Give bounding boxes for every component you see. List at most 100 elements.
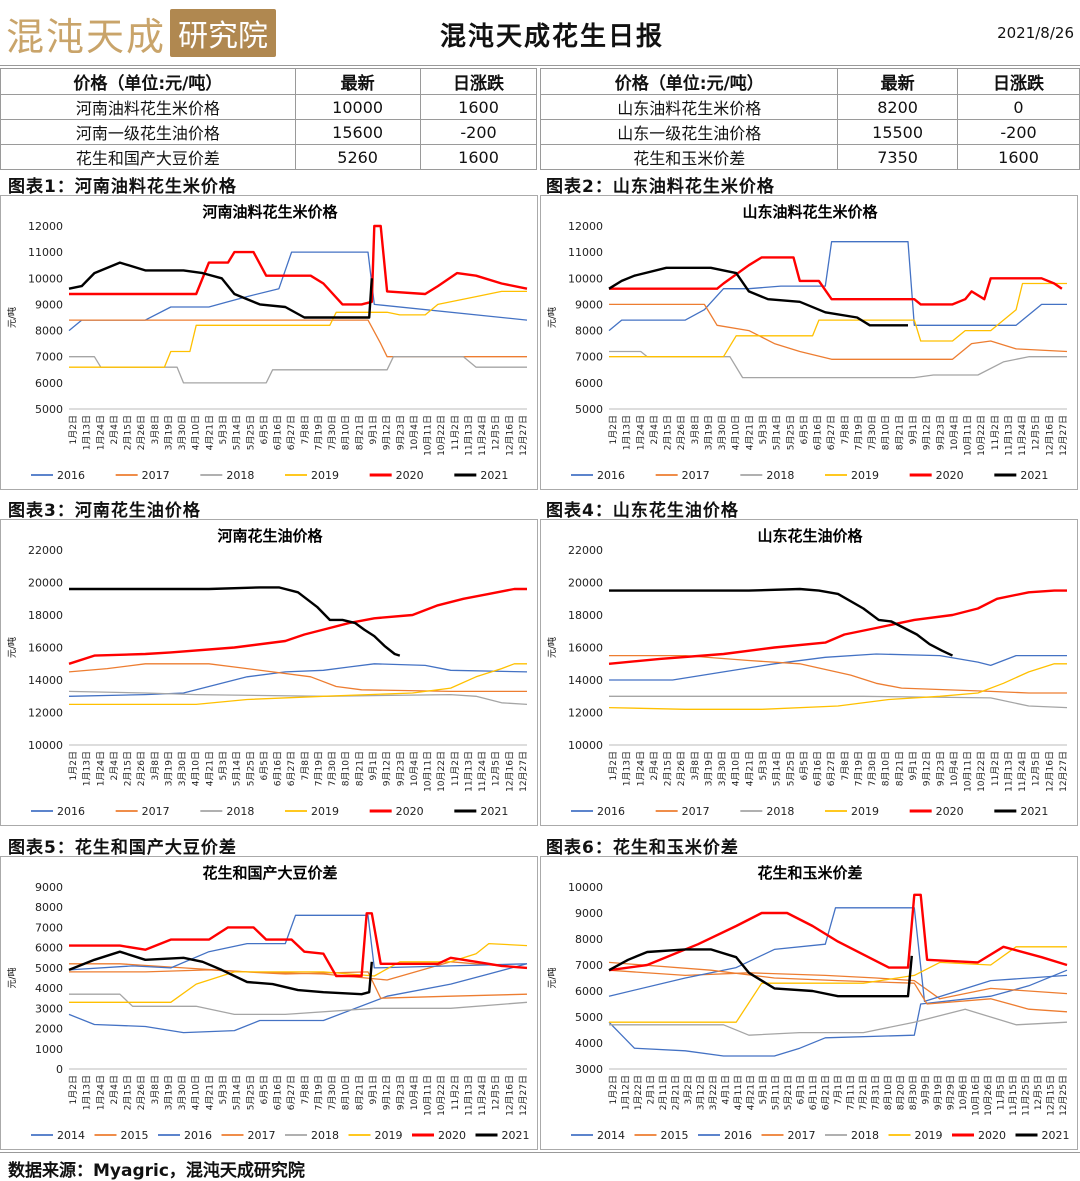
y-axis-label: 元/吨 [546,967,558,988]
legend-entry: 2015 [121,1129,149,1142]
legend-entry: 2014 [597,1129,625,1142]
x-tick-label: 7月19日 [853,751,864,786]
x-tick-label: 6月5日 [259,1075,270,1104]
x-tick-label: 9月1日 [908,415,919,444]
x-tick-label: 7月30日 [867,751,878,786]
x-tick-label: 12月25日 [1058,1075,1069,1116]
series-line-2017 [68,663,527,693]
x-tick-label: 6月27日 [286,415,297,450]
table-cell: 花生和玉米价差 [540,144,839,170]
x-tick-label: 5月3日 [758,415,769,444]
x-tick-label: 7月1日 [833,1075,844,1104]
x-tick-label: 10月11日 [963,415,974,456]
table-cell: 8200 [837,94,959,120]
x-tick-label: 9月23日 [935,751,946,786]
table-row: 河南一级花生油价格 15600 -200 山东一级花生油价格 15500 -20… [0,119,1080,145]
panel-title-4: 图表4：山东花生油价格 [546,501,739,521]
x-tick-label: 1月24日 [635,751,646,786]
x-tick-label: 12月27日 [1058,751,1069,792]
y-tick-label: 6000 [575,377,603,390]
y-tick-label: 6000 [35,942,63,955]
x-tick-label: 12月27日 [518,415,529,456]
x-tick-label: 6月16日 [273,1075,284,1110]
y-tick-label: 18000 [28,609,63,622]
legend-entry: 2016 [57,805,85,818]
x-tick-label: 5月25日 [245,751,256,786]
x-tick-label: 11月24日 [477,415,488,456]
x-tick-label: 2月26日 [676,751,687,786]
x-tick-label: 2月15日 [123,1075,134,1110]
legend-entry: 2020 [396,805,424,818]
table-cell: 1600 [957,144,1080,170]
y-tick-label: 12000 [568,220,603,233]
x-tick-label: 10月4日 [409,415,420,450]
x-tick-label: 3月19日 [163,1075,174,1110]
x-tick-label: 9月23日 [395,415,406,450]
chart-title: 山东花生油价格 [757,527,863,545]
x-tick-label: 5月25日 [785,751,796,786]
x-tick-label: 10月22日 [436,751,447,792]
x-tick-label: 9月1日 [368,751,379,780]
series-line-2021 [69,586,401,657]
y-tick-label: 10000 [568,881,603,894]
legend-entry: 2017 [142,469,170,482]
x-tick-label: 11月25日 [1021,1075,1032,1116]
x-tick-label: 8月10日 [881,415,892,450]
x-tick-label: 2月15日 [663,415,674,450]
x-tick-label: 2月26日 [136,1075,147,1110]
chart-panel-2: 山东油料花生米价格 元/吨 5000 6000 7000 8000 9000 10000 110… [540,195,1078,490]
table-header-cell: 日涨跌 [957,68,1080,95]
y-tick-label: 5000 [35,403,63,416]
y-tick-label: 10000 [568,272,603,285]
x-tick-label: 8月10日 [881,751,892,786]
y-tick-label: 12000 [28,707,63,720]
y-tick-label: 16000 [28,642,63,655]
x-tick-label: 12月16日 [1044,751,1055,792]
x-tick-label: 8月21日 [354,415,365,450]
x-tick-label: 4月21日 [204,1075,215,1110]
series-line-2016 [609,653,1067,681]
table-cell: 15600 [294,119,421,145]
x-tick-label: 9月23日 [395,751,406,786]
x-tick-label: 7月19日 [853,415,864,450]
x-tick-label: 9月12日 [382,1075,393,1110]
y-tick-label: 10000 [568,739,603,752]
x-tick-label: 6月1日 [796,1075,807,1104]
table-header-cell: 最新 [837,68,959,95]
chart-title: 花生和国产大豆价差 [202,864,337,882]
chart-title: 河南油料花生米价格 [202,203,338,221]
series-line-2016 [68,663,528,697]
x-tick-label: 1月2日 [608,1075,619,1104]
x-tick-label: 8月10日 [341,415,352,450]
y-tick-label: 6000 [575,985,603,998]
x-tick-label: 1月2日 [68,751,79,780]
x-tick-label: 11月24日 [1017,415,1028,456]
x-tick-label: 1月13日 [622,415,633,450]
x-tick-label: 4月21日 [204,751,215,786]
table-cell: -200 [419,119,538,145]
x-tick-label: 12月27日 [518,751,529,792]
series-line-2019 [609,946,1067,1023]
x-tick-label: 1月2日 [608,751,619,780]
x-tick-label: 2月26日 [676,415,687,450]
x-tick-label: 11月13日 [463,415,474,456]
x-tick-label: 11月24日 [477,1075,488,1116]
x-tick-label: 3月8日 [690,415,701,444]
x-tick-label: 9月1日 [368,415,379,444]
table-cell: 山东一级花生油价格 [540,119,839,145]
x-tick-label: 2月11日 [658,1075,669,1110]
x-tick-label: 4月21日 [746,1075,757,1110]
x-tick-label: 4月10日 [191,751,202,786]
x-tick-label: 10月4日 [409,751,420,786]
x-tick-label: 4月10日 [731,751,742,786]
x-tick-label: 5月1日 [758,1075,769,1104]
panel-title-5: 图表5：花生和国产大豆价差 [8,838,237,858]
table-cell: 10000 [294,94,421,120]
x-tick-label: 1月2日 [68,415,79,444]
y-tick-label: 22000 [568,544,603,557]
company-logo: 混沌天成 研究院 [6,8,277,59]
x-tick-label: 10月11日 [963,751,974,792]
x-tick-label: 7月30日 [327,1075,338,1110]
x-tick-label: 3月19日 [163,751,174,786]
legend-entry: 2019 [375,1129,403,1142]
